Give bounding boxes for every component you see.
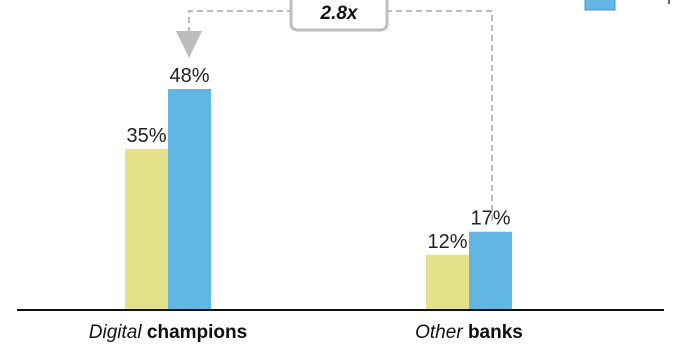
category-label-0-bold: champions: [147, 322, 247, 343]
bar-1-1: [469, 231, 512, 310]
value-label-0-1: 48%: [169, 65, 209, 87]
category-label-1-italic: Other: [415, 322, 463, 343]
legend-swatch: [584, 0, 616, 11]
value-labels-group: 35% 48% 12%17%: [126, 65, 510, 253]
multiplier-label: 2.8x: [320, 3, 359, 24]
bars-group: [125, 89, 512, 310]
bar-0-0: [125, 148, 168, 310]
value-label-0-0: 35%: [126, 125, 166, 147]
bar-0-1: [168, 89, 211, 310]
category-label-1-bold: banks: [468, 322, 523, 343]
value-label-1-0: 12%: [427, 231, 467, 253]
connector-line: [188, 10, 493, 221]
category-label-0: Digital champions: [89, 322, 247, 343]
multiplier-box: [289, 0, 389, 32]
legend-swatch-edge: [668, 0, 670, 4]
category-label-1: Other banks: [415, 322, 523, 343]
value-label-1-1: 17%: [470, 208, 510, 230]
arrow-head-icon: [176, 31, 202, 58]
bar-1-0: [426, 254, 469, 310]
category-label-0-italic: Digital: [89, 322, 143, 343]
